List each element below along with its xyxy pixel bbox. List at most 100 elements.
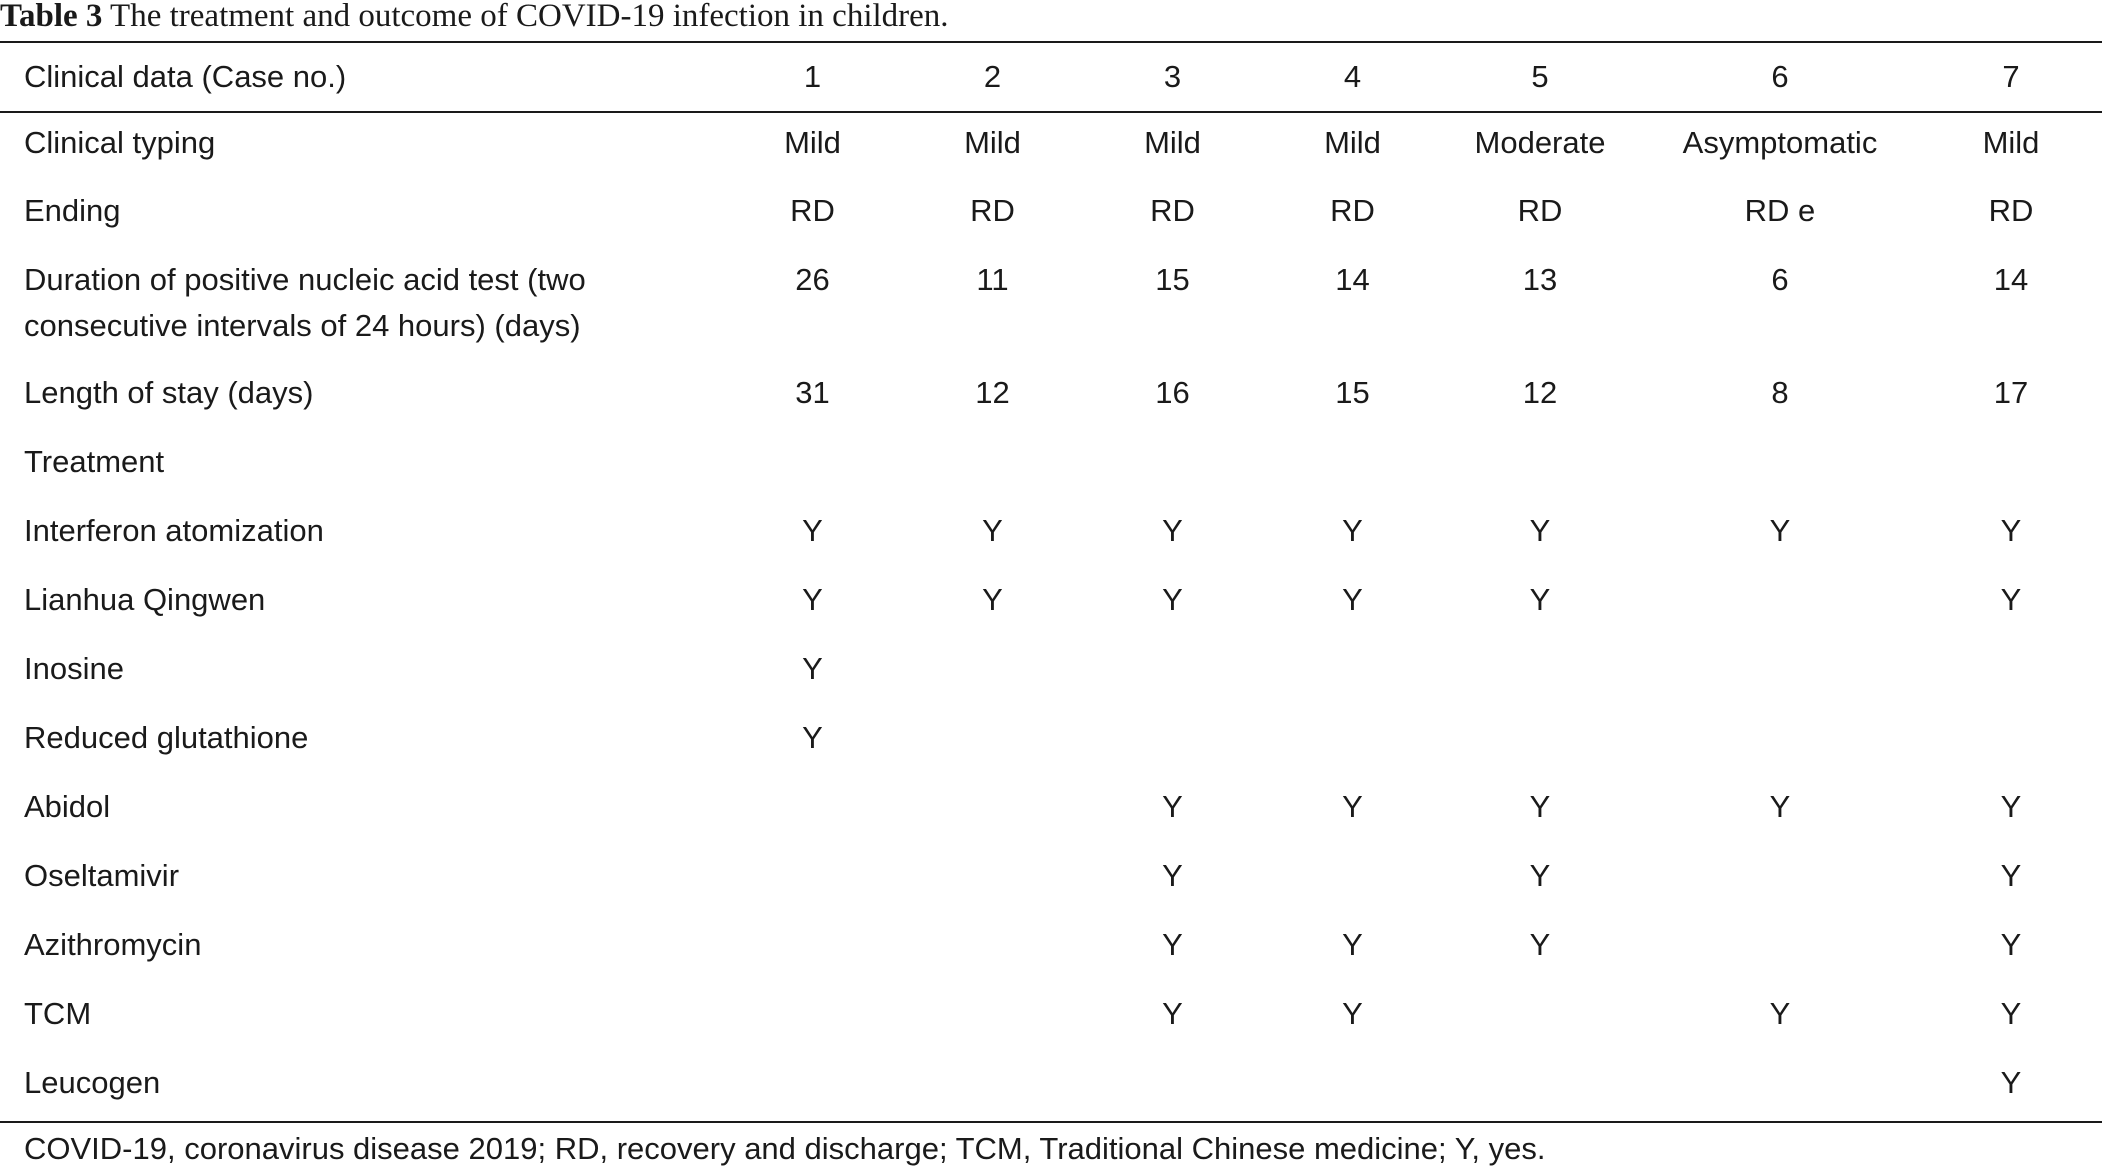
table-cell: Y	[802, 720, 823, 755]
table-cell: 12	[1522, 375, 1558, 410]
table-cell: RD	[790, 193, 835, 228]
table-cell: Y	[1529, 927, 1551, 962]
table-cell	[1080, 639, 1265, 708]
table-cell	[720, 846, 905, 915]
table-cell	[1640, 915, 1920, 984]
table-cell: Y	[1162, 513, 1183, 548]
table-cell: 14	[1335, 262, 1370, 297]
table-cell	[720, 432, 905, 501]
table-cell	[1265, 639, 1440, 708]
table-cell: Y	[2000, 996, 2022, 1031]
table-cell: 15	[1335, 375, 1370, 410]
table-cell: RD	[1517, 193, 1563, 228]
table-cell	[1920, 708, 2102, 777]
table-cell: Y	[1162, 996, 1183, 1031]
table-cell: Y	[982, 582, 1003, 617]
table-cell: Y	[802, 582, 823, 617]
table-cell: Y	[2000, 582, 2022, 617]
header-cell-case-7: 7	[2002, 59, 2020, 94]
table-cell: 17	[1993, 375, 2029, 410]
row-label: Duration of positive nucleic acid test (…	[24, 262, 586, 343]
table-cell	[1920, 639, 2102, 708]
header-cell-case-6: 6	[1771, 59, 1789, 94]
table-cell: Y	[1769, 513, 1791, 548]
table-cell: Mild	[1144, 125, 1201, 160]
table-cell: Y	[1162, 927, 1183, 962]
table-caption-text: The treatment and outcome of COVID-19 in…	[102, 0, 949, 34]
table-cell	[1440, 432, 1640, 501]
table-cell	[720, 984, 905, 1053]
table-cell: Asymptomatic	[1682, 125, 1878, 160]
table-cell	[1640, 432, 1920, 501]
table-caption-label: Table 3	[0, 0, 103, 34]
table-cell: Y	[1529, 858, 1551, 893]
table-cell: RD	[1150, 193, 1195, 228]
table-cell: RD	[970, 193, 1015, 228]
table-cell	[1440, 708, 1640, 777]
table-cell	[905, 1053, 1080, 1122]
table-cell	[1640, 708, 1920, 777]
table-row: Interferon atomization Y Y Y Y Y Y Y	[0, 501, 2102, 570]
table-cell: Mild	[964, 125, 1021, 160]
table-cell	[720, 777, 905, 846]
table-cell: 31	[795, 375, 830, 410]
table-cell	[905, 432, 1080, 501]
table-row: TCM Y Y Y Y	[0, 984, 2102, 1053]
table-cell	[905, 639, 1080, 708]
table-row: Abidol Y Y Y Y Y	[0, 777, 2102, 846]
table-cell: Y	[982, 513, 1003, 548]
table-cell	[1440, 984, 1640, 1053]
table-row: Reduced glutathione Y	[0, 708, 2102, 777]
table-cell: Y	[2000, 858, 2022, 893]
table-cell	[905, 915, 1080, 984]
table-cell	[1265, 432, 1440, 501]
table-footnote: COVID-19, coronavirus disease 2019; RD, …	[24, 1131, 1546, 1166]
table-cell: Mild	[1324, 125, 1381, 160]
table-cell	[905, 708, 1080, 777]
header-cell-case-5: 5	[1531, 59, 1549, 94]
table-cell: Y	[2000, 927, 2022, 962]
table-cell: Y	[2000, 789, 2022, 824]
table-cell: Y	[802, 513, 823, 548]
table-cell	[1080, 1053, 1265, 1122]
table-row: Azithromycin Y Y Y Y	[0, 915, 2102, 984]
table-cell	[1440, 1053, 1640, 1122]
table-cell: Y	[2000, 1065, 2022, 1100]
table-cell: Y	[1162, 789, 1183, 824]
table-cell	[1640, 570, 1920, 639]
header-cell-case-1: 1	[803, 59, 822, 94]
table-cell: Y	[1342, 513, 1363, 548]
table-cell: Mild	[784, 125, 841, 160]
table-row: Lianhua Qingwen Y Y Y Y Y Y	[0, 570, 2102, 639]
table-cell: Y	[1342, 996, 1363, 1031]
table-cell: 13	[1522, 262, 1558, 297]
table-cell	[1080, 708, 1265, 777]
table-cell: Y	[2000, 513, 2022, 548]
table-cell: 12	[975, 375, 1010, 410]
table-cell: RD	[1988, 193, 2034, 228]
table-cell: Mild	[1982, 125, 2040, 160]
row-label: Reduced glutathione	[24, 720, 309, 755]
table-cell: 6	[1771, 262, 1789, 297]
table-cell	[1080, 432, 1265, 501]
table-cell: 8	[1771, 375, 1789, 410]
row-label: Ending	[24, 193, 121, 228]
table-cell: Y	[1769, 789, 1791, 824]
table-header-row: Clinical data (Case no.) 1 2 3 4 5 6 7	[0, 42, 2102, 112]
table-cell: 14	[1993, 262, 2029, 297]
table-cell: RD e	[1744, 193, 1816, 228]
row-label: Leucogen	[24, 1065, 161, 1100]
table-row: Treatment	[0, 432, 2102, 501]
table-cell	[905, 846, 1080, 915]
table-cell: 11	[976, 262, 1009, 297]
row-label: Abidol	[24, 789, 111, 824]
row-label: Length of stay (days)	[24, 375, 314, 410]
table-cell: Y	[1342, 927, 1363, 962]
table-cell	[905, 777, 1080, 846]
row-label: TCM	[24, 996, 92, 1031]
header-cell-label: Clinical data (Case no.)	[24, 59, 347, 94]
header-cell-case-2: 2	[983, 59, 1002, 94]
table-cell: Y	[1342, 582, 1363, 617]
table-cell	[1265, 846, 1440, 915]
table-cell: Y	[1529, 789, 1551, 824]
